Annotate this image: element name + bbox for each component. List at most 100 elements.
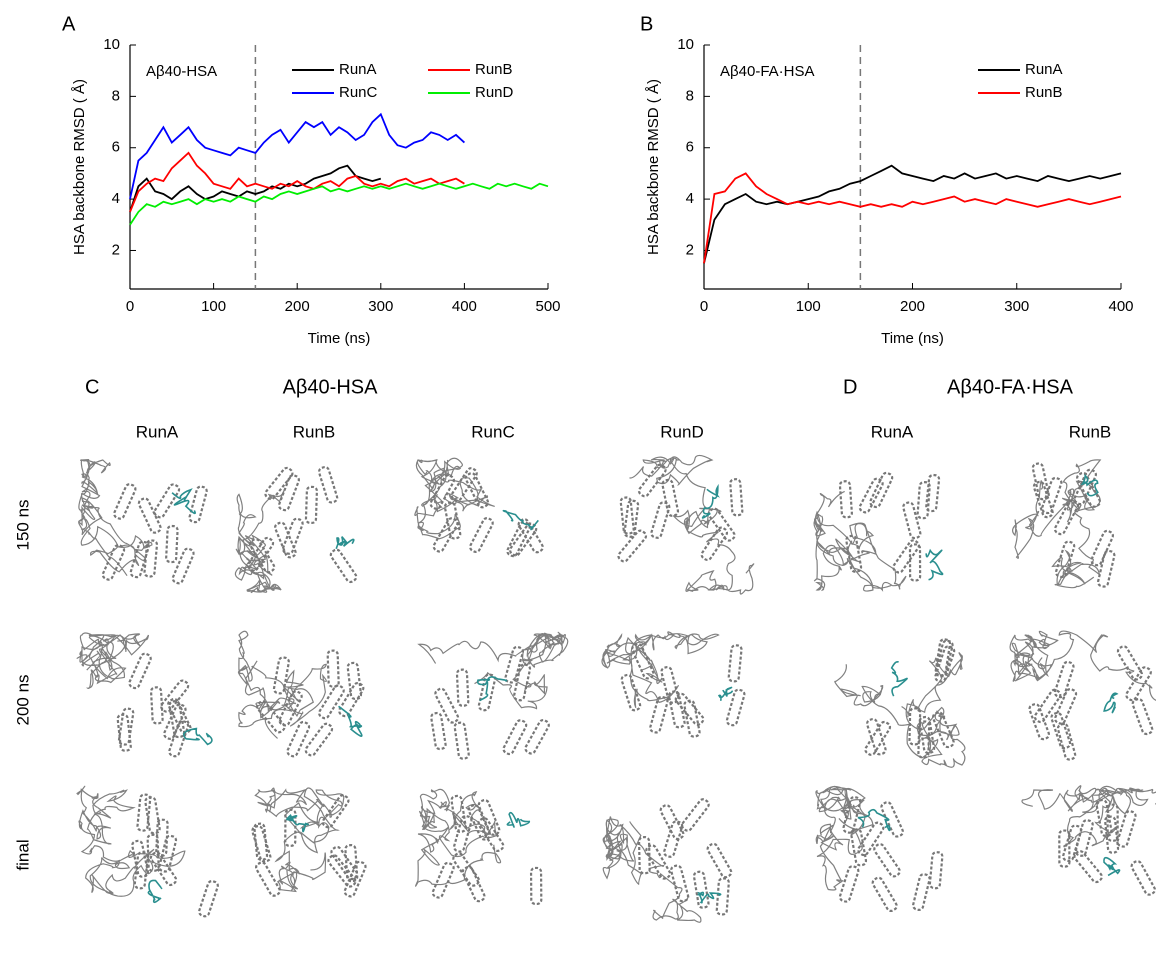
y-tick-label: 8: [112, 87, 120, 104]
protein-helix: [1041, 476, 1063, 515]
protein-helix: [869, 471, 894, 509]
protein-helix: [146, 833, 160, 872]
legend-label: RunB: [475, 61, 513, 78]
protein-helix: [916, 481, 931, 520]
protein-coil: [813, 490, 907, 592]
protein-helix: [1033, 688, 1062, 724]
protein-helix: [467, 803, 492, 841]
protein-helix: [155, 818, 169, 857]
protein-helix: [149, 851, 178, 887]
protein-helix: [284, 808, 297, 847]
x-axis-title: Time (ns): [881, 330, 944, 347]
protein-helix: [116, 713, 132, 752]
protein-coil: [76, 785, 186, 897]
protein-helix: [925, 473, 941, 513]
protein-helix: [1053, 687, 1078, 725]
protein-helix: [455, 668, 470, 707]
protein-helix: [700, 526, 729, 562]
protein-helix: [277, 474, 300, 512]
protein-helix: [727, 644, 743, 683]
protein-helix: [928, 851, 944, 890]
protein-helix: [1073, 468, 1098, 506]
x-tick-label: 300: [368, 298, 393, 315]
legend-label: RunB: [1025, 84, 1063, 101]
x-tick-label: 100: [201, 298, 226, 315]
protein-helix: [670, 864, 690, 903]
protein-coil: [1009, 630, 1156, 701]
protein-helix: [167, 697, 192, 735]
protein-helix: [649, 695, 669, 734]
panel-title: Aβ40-HSA: [283, 376, 379, 398]
peptide: [171, 488, 196, 515]
protein-helix: [524, 718, 550, 755]
protein-helix: [117, 707, 135, 746]
panel-label: B: [640, 13, 653, 35]
protein-helix: [477, 798, 501, 836]
protein-helix: [1032, 480, 1054, 519]
peptide: [506, 811, 531, 828]
protein-coil: [1012, 459, 1102, 589]
protein-helix: [1106, 803, 1119, 842]
protein-helix: [330, 845, 359, 881]
legend-label: RunD: [475, 84, 514, 101]
peptide: [1080, 473, 1099, 497]
x-tick-label: 300: [1004, 298, 1029, 315]
protein-helix: [838, 480, 853, 519]
protein-helix: [113, 483, 137, 520]
protein-structure: [834, 638, 966, 768]
protein-helix: [908, 707, 922, 746]
protein-coil: [76, 632, 150, 690]
protein-helix: [434, 687, 460, 724]
protein-helix: [865, 717, 887, 756]
protein-helix: [343, 860, 367, 898]
protein-helix: [168, 719, 190, 758]
protein-helix: [165, 524, 179, 564]
peptide: [286, 813, 310, 833]
protein-helix: [912, 873, 931, 911]
protein-helix: [469, 516, 494, 554]
protein-helix: [128, 652, 152, 690]
protein-helix: [623, 499, 640, 538]
peptide: [1103, 856, 1121, 877]
protein-helix: [461, 865, 486, 903]
protein-helix: [281, 517, 304, 555]
protein-helix: [707, 507, 736, 542]
protein-helix: [617, 529, 648, 563]
protein-helix: [264, 466, 294, 501]
protein-helix: [326, 649, 340, 688]
peptide: [718, 686, 734, 701]
x-tick-label: 200: [285, 298, 310, 315]
protein-helix: [1131, 697, 1154, 736]
protein-coil: [815, 785, 874, 891]
protein-helix: [431, 861, 455, 899]
row-label: 200 ns: [13, 674, 32, 725]
protein-coil: [629, 454, 755, 595]
data-line: [129, 112, 466, 200]
peptide: [890, 660, 909, 697]
protein-helix: [631, 642, 655, 680]
x-axis-title: Time (ns): [308, 330, 371, 347]
protein-helix: [304, 485, 318, 525]
row-label: 150 ns: [13, 499, 32, 550]
protein-helix: [729, 478, 744, 517]
protein-coil: [834, 652, 966, 768]
protein-structure: [76, 785, 219, 918]
annotation: Aβ40-HSA: [146, 63, 217, 80]
y-tick-label: 2: [686, 241, 694, 258]
protein-structure: [76, 632, 213, 758]
y-tick-label: 6: [686, 139, 694, 156]
protein-helix: [131, 839, 150, 878]
legend-label: RunC: [339, 84, 378, 101]
protein-helix: [327, 854, 357, 888]
protein-helix: [317, 465, 339, 504]
protein-helix: [464, 472, 490, 509]
protein-structure: [414, 457, 544, 558]
protein-helix: [153, 483, 181, 519]
protein-helix: [272, 656, 290, 695]
protein-helix: [1125, 666, 1152, 702]
data-line: [129, 164, 382, 213]
protein-helix: [504, 645, 525, 684]
protein-helix: [477, 673, 497, 712]
protein-helix: [1056, 722, 1077, 761]
